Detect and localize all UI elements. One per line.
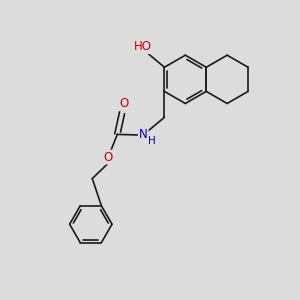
Text: O: O	[103, 151, 112, 164]
Text: O: O	[119, 97, 129, 110]
Text: H: H	[148, 136, 156, 146]
Text: N: N	[139, 128, 148, 142]
Text: HO: HO	[134, 40, 152, 53]
